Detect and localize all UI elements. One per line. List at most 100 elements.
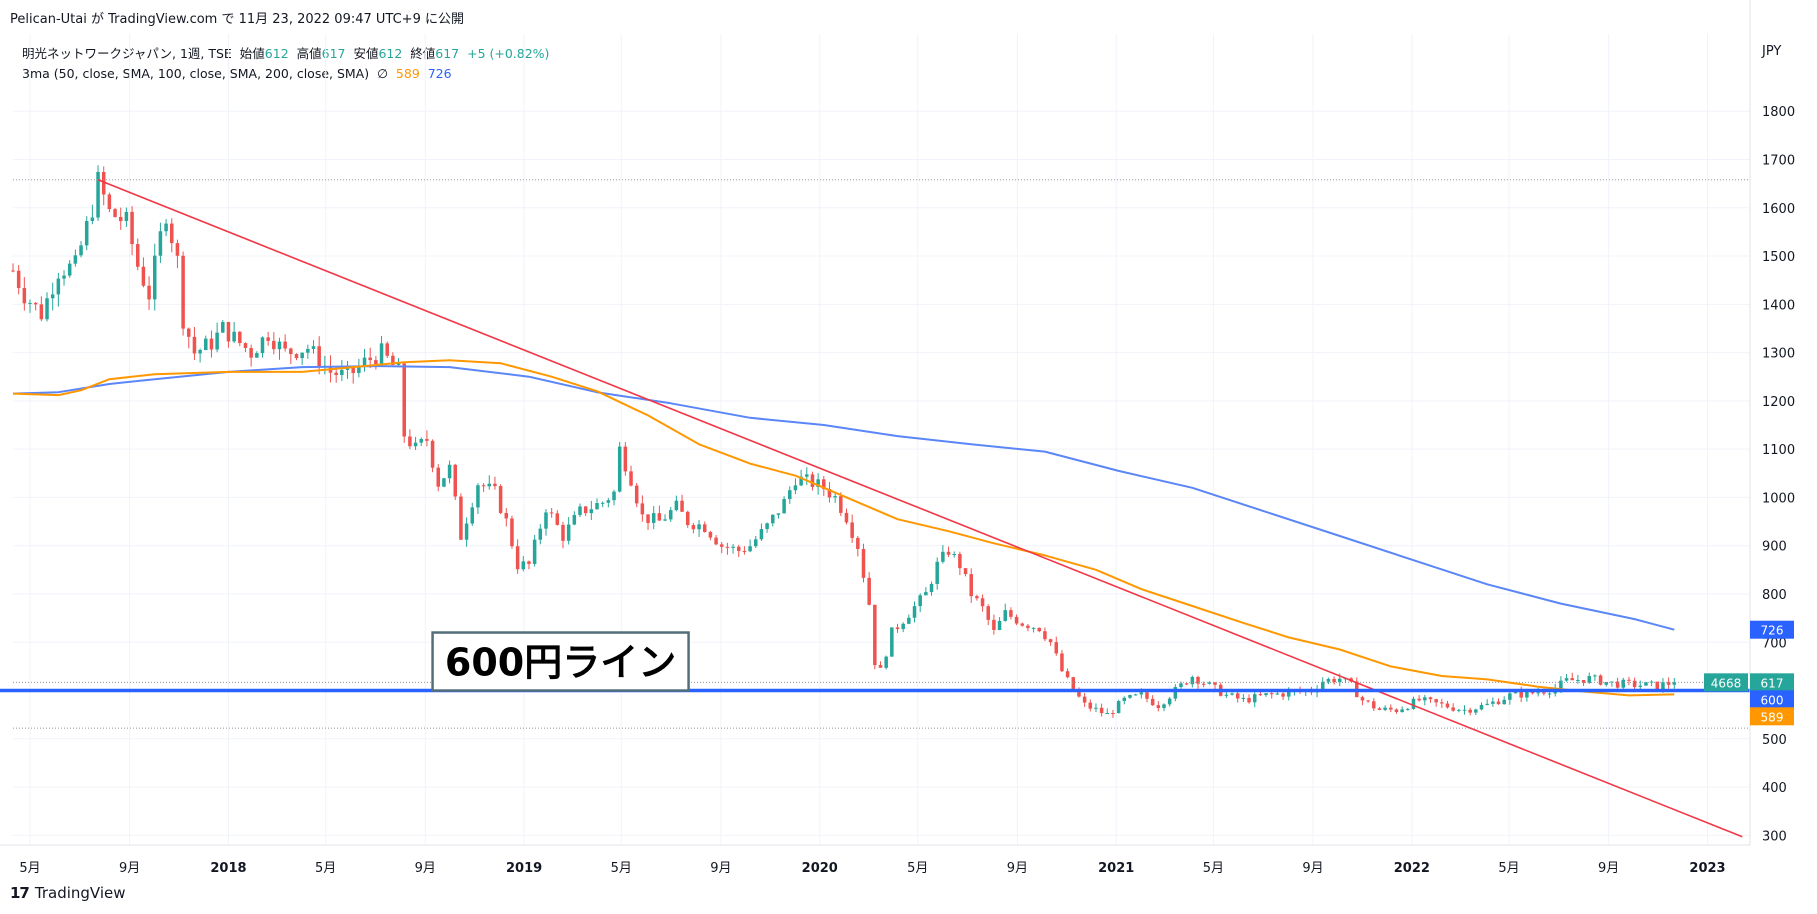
price-label-prefix-bg: [1704, 673, 1748, 692]
candle: [1542, 688, 1546, 696]
candle-body: [759, 529, 764, 540]
candle: [1150, 695, 1155, 706]
candle: [754, 535, 758, 549]
candle: [759, 523, 764, 541]
candle-body: [73, 255, 78, 264]
candle-body: [1162, 704, 1166, 709]
candle: [1389, 704, 1393, 713]
candle-body: [674, 500, 679, 511]
candle: [719, 541, 724, 554]
candle-body: [1627, 679, 1631, 681]
candle: [425, 430, 429, 447]
x-tick-label: 9月: [710, 861, 731, 876]
candle: [1502, 696, 1506, 705]
candle-body: [725, 546, 730, 548]
candle-body: [107, 194, 112, 210]
candle: [118, 207, 123, 230]
candle: [1116, 699, 1121, 714]
candle: [300, 352, 304, 365]
candle: [1428, 696, 1433, 703]
candle: [1309, 686, 1314, 696]
candle-body: [1666, 682, 1671, 685]
candle: [1037, 627, 1042, 633]
candle-body: [1054, 642, 1059, 654]
symbol-name[interactable]: 明光ネットワークジャパン, 1週, TSE: [22, 46, 232, 61]
candle: [805, 467, 809, 486]
candle: [198, 348, 202, 363]
candle-body: [1400, 709, 1404, 712]
tradingview-footer[interactable]: 17 TradingView: [10, 884, 126, 902]
candle: [50, 282, 55, 311]
candle-body: [1383, 707, 1387, 710]
candle-body: [1366, 700, 1370, 702]
candle-body: [1661, 682, 1665, 690]
candle-body: [1644, 682, 1648, 686]
candle: [1247, 694, 1251, 704]
candle-body: [1281, 693, 1285, 697]
candle: [135, 238, 140, 271]
grid: [13, 34, 1750, 845]
candle: [39, 296, 44, 322]
candle-body: [294, 354, 299, 359]
candle-body: [510, 518, 514, 547]
candle-body: [28, 302, 32, 304]
candle: [714, 535, 718, 546]
candle-body: [1496, 701, 1501, 705]
candle: [1060, 649, 1064, 673]
candle: [1088, 699, 1093, 712]
candle: [79, 241, 83, 258]
candle-body: [1026, 625, 1030, 629]
candle: [1593, 674, 1597, 681]
candle: [935, 557, 939, 590]
candle: [788, 486, 792, 504]
candle-body: [578, 506, 582, 515]
candle: [1394, 708, 1399, 714]
candle: [544, 509, 548, 536]
candle: [379, 335, 384, 366]
candle: [1320, 677, 1325, 692]
candle-body: [583, 506, 588, 514]
candle-body: [1638, 685, 1643, 687]
candle: [725, 542, 730, 555]
candle-body: [1457, 709, 1461, 711]
candle: [221, 320, 225, 334]
candle: [215, 322, 219, 353]
candle-body: [1411, 698, 1416, 709]
candle-body: [1542, 692, 1546, 694]
candle: [504, 508, 509, 527]
candle: [1530, 689, 1535, 695]
candle: [141, 257, 146, 288]
indicator-name[interactable]: 3ma (50, close, SMA, 100, close, SMA, 20…: [22, 66, 370, 81]
candle: [606, 498, 611, 508]
price-label: 600: [1750, 690, 1794, 709]
candle: [992, 614, 996, 635]
candle: [595, 498, 599, 510]
candle: [447, 460, 452, 484]
x-tick-label: 2018: [210, 861, 246, 876]
candle: [1094, 703, 1098, 713]
candle-body: [685, 511, 690, 526]
candle-body: [1445, 703, 1450, 708]
candle-body: [742, 550, 747, 552]
candle-body: [357, 366, 361, 374]
candle: [646, 514, 650, 530]
candle: [493, 476, 497, 490]
candle: [1496, 698, 1501, 705]
candle: [668, 506, 673, 522]
candle-body: [782, 499, 786, 514]
candle: [152, 243, 157, 311]
y-tick-label: 700: [1762, 636, 1787, 651]
candle: [515, 539, 520, 574]
candle: [368, 347, 372, 369]
candle-body: [56, 278, 61, 295]
candle: [1513, 689, 1518, 694]
candle-body: [419, 439, 423, 443]
candle: [941, 545, 945, 564]
candle-body: [62, 275, 66, 279]
candle-body: [805, 474, 809, 477]
candle: [442, 478, 446, 488]
candle-body: [1224, 694, 1229, 696]
candle-body: [232, 331, 236, 342]
candle-body: [1417, 698, 1421, 701]
